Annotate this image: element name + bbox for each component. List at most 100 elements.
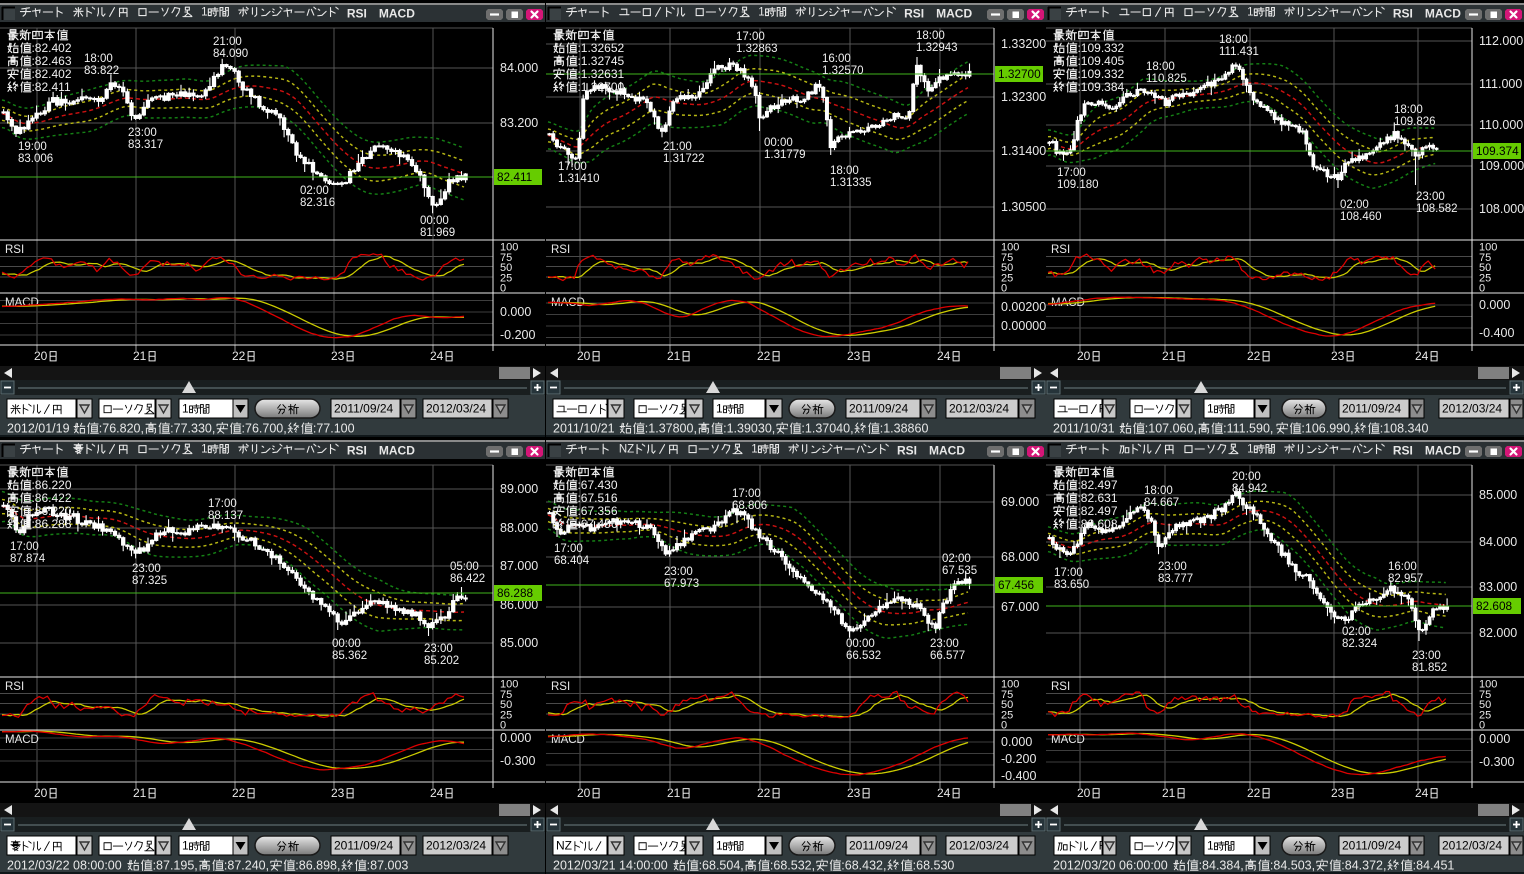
svg-text:2011/09/24: 2011/09/24 [849,839,908,853]
svg-text::82.411: :82.411 [31,80,70,94]
svg-text::68.530: :68.530 [913,858,955,872]
svg-text::1.32745: :1.32745 [577,54,624,68]
svg-text:RSI: RSI [347,7,367,21]
svg-text::77.100: :77.100 [313,421,355,435]
svg-text:2012/03/24: 2012/03/24 [949,402,1009,416]
svg-text:68.404: 68.404 [554,555,590,567]
svg-text:2012/03/24: 2012/03/24 [426,839,486,853]
svg-text:75: 75 [500,689,512,701]
svg-text:17:00: 17:00 [1057,167,1086,179]
svg-text:85.362: 85.362 [332,650,367,662]
svg-text:MACD: MACD [379,444,415,458]
svg-text:66.577: 66.577 [930,650,965,662]
svg-text:0.000: 0.000 [1001,735,1032,749]
svg-text:23: 23 [331,349,345,363]
svg-text:83.000: 83.000 [1479,580,1517,594]
svg-text:20: 20 [577,786,591,800]
svg-text:21: 21 [667,786,681,800]
svg-text:2012/03/20 06:00:00: 2012/03/20 06:00:00 [1053,858,1168,872]
svg-text::1.37800,: :1.37800, [645,421,697,435]
svg-text::82.402: :82.402 [31,67,71,81]
svg-text::109.405: :109.405 [1077,54,1124,68]
svg-text:100: 100 [500,679,518,691]
svg-text:1.31400: 1.31400 [1001,144,1046,158]
svg-text:88.000: 88.000 [500,521,538,535]
svg-text:RSI: RSI [1051,244,1070,256]
svg-text::1.39030,: :1.39030, [723,421,775,435]
svg-text::82.631: :82.631 [1077,491,1117,505]
svg-text:108.582: 108.582 [1416,203,1458,215]
svg-text:25: 25 [1479,272,1491,284]
svg-text:1: 1 [758,7,764,19]
svg-text::86.288: :86.288 [31,517,71,531]
svg-text:00:00: 00:00 [332,638,361,650]
svg-text:2011/10/21: 2011/10/21 [553,421,615,435]
svg-text:83.650: 83.650 [1054,579,1089,591]
svg-text:19:00: 19:00 [18,141,47,153]
svg-text:F: F [1099,402,1106,416]
svg-text:23: 23 [847,786,861,800]
svg-text:23:00: 23:00 [1158,561,1187,573]
svg-text::107.060,: :107.060, [1145,421,1197,435]
svg-text:24: 24 [430,786,444,800]
svg-text:1.32863: 1.32863 [736,43,778,55]
svg-text:16:00: 16:00 [822,53,851,65]
svg-text:00:00: 00:00 [764,137,793,149]
svg-text:2012/03/24: 2012/03/24 [949,839,1009,853]
svg-text::84.503,: :84.503, [1270,858,1315,872]
svg-text:1.31335: 1.31335 [830,177,872,189]
svg-text:24: 24 [430,349,444,363]
svg-text:1: 1 [716,839,723,853]
svg-text:18:00: 18:00 [1219,34,1248,46]
svg-text::82.497: :82.497 [1077,504,1117,518]
svg-text:00:00: 00:00 [846,638,875,650]
svg-text:MACD: MACD [5,297,39,309]
svg-text:82.324: 82.324 [1342,638,1378,650]
svg-text:17:00: 17:00 [10,541,39,553]
svg-text:23:00: 23:00 [128,127,157,139]
svg-text:23: 23 [1331,786,1345,800]
svg-text:MACD: MACD [929,444,965,458]
svg-text:18:00: 18:00 [916,30,945,42]
svg-text:RSI: RSI [5,244,24,256]
svg-text:25: 25 [500,272,512,284]
svg-text:85.000: 85.000 [500,636,538,650]
svg-text:-0.300: -0.300 [500,754,535,768]
svg-text:23:00: 23:00 [664,566,693,578]
svg-text:MACD: MACD [551,734,585,746]
svg-text:85.000: 85.000 [1479,488,1517,502]
svg-text:RSI: RSI [897,444,917,458]
svg-text:F: F [1099,839,1106,853]
svg-text:110.000: 110.000 [1479,118,1523,132]
svg-text:18:00: 18:00 [830,165,859,177]
svg-text::84.451: :84.451 [1413,858,1455,872]
svg-text:25: 25 [500,709,512,721]
svg-text::109.384: :109.384 [1077,80,1124,94]
svg-text:RSI: RSI [551,681,570,693]
svg-text:2011/09/24: 2011/09/24 [849,402,908,416]
svg-text:23:00: 23:00 [132,563,161,575]
svg-text:2012/03/24: 2012/03/24 [426,402,486,416]
svg-text:68.806: 68.806 [732,500,767,512]
svg-text:22: 22 [757,349,771,363]
svg-text:24: 24 [1415,349,1429,363]
svg-text:24: 24 [1415,786,1429,800]
svg-text:75: 75 [1479,689,1491,701]
svg-text:75: 75 [1001,252,1013,264]
svg-text:NZ: NZ [556,839,572,853]
svg-text:2011/10/31: 2011/10/31 [1053,421,1115,435]
svg-text:84.000: 84.000 [1479,535,1517,549]
svg-text:MACD: MACD [936,7,972,21]
svg-text:100: 100 [1479,242,1497,254]
svg-text:25: 25 [1001,272,1013,284]
svg-text:85.202: 85.202 [424,655,459,667]
svg-text:17:00: 17:00 [554,543,583,555]
svg-text:88.137: 88.137 [208,510,243,522]
svg-text:1: 1 [716,402,723,416]
svg-text:83.317: 83.317 [128,139,163,151]
svg-text:MACD: MACD [5,734,39,746]
svg-text::67.456: :67.456 [577,517,617,531]
svg-text:67.973: 67.973 [664,578,699,590]
svg-text:67.535: 67.535 [942,565,977,577]
svg-text:50: 50 [500,699,512,711]
